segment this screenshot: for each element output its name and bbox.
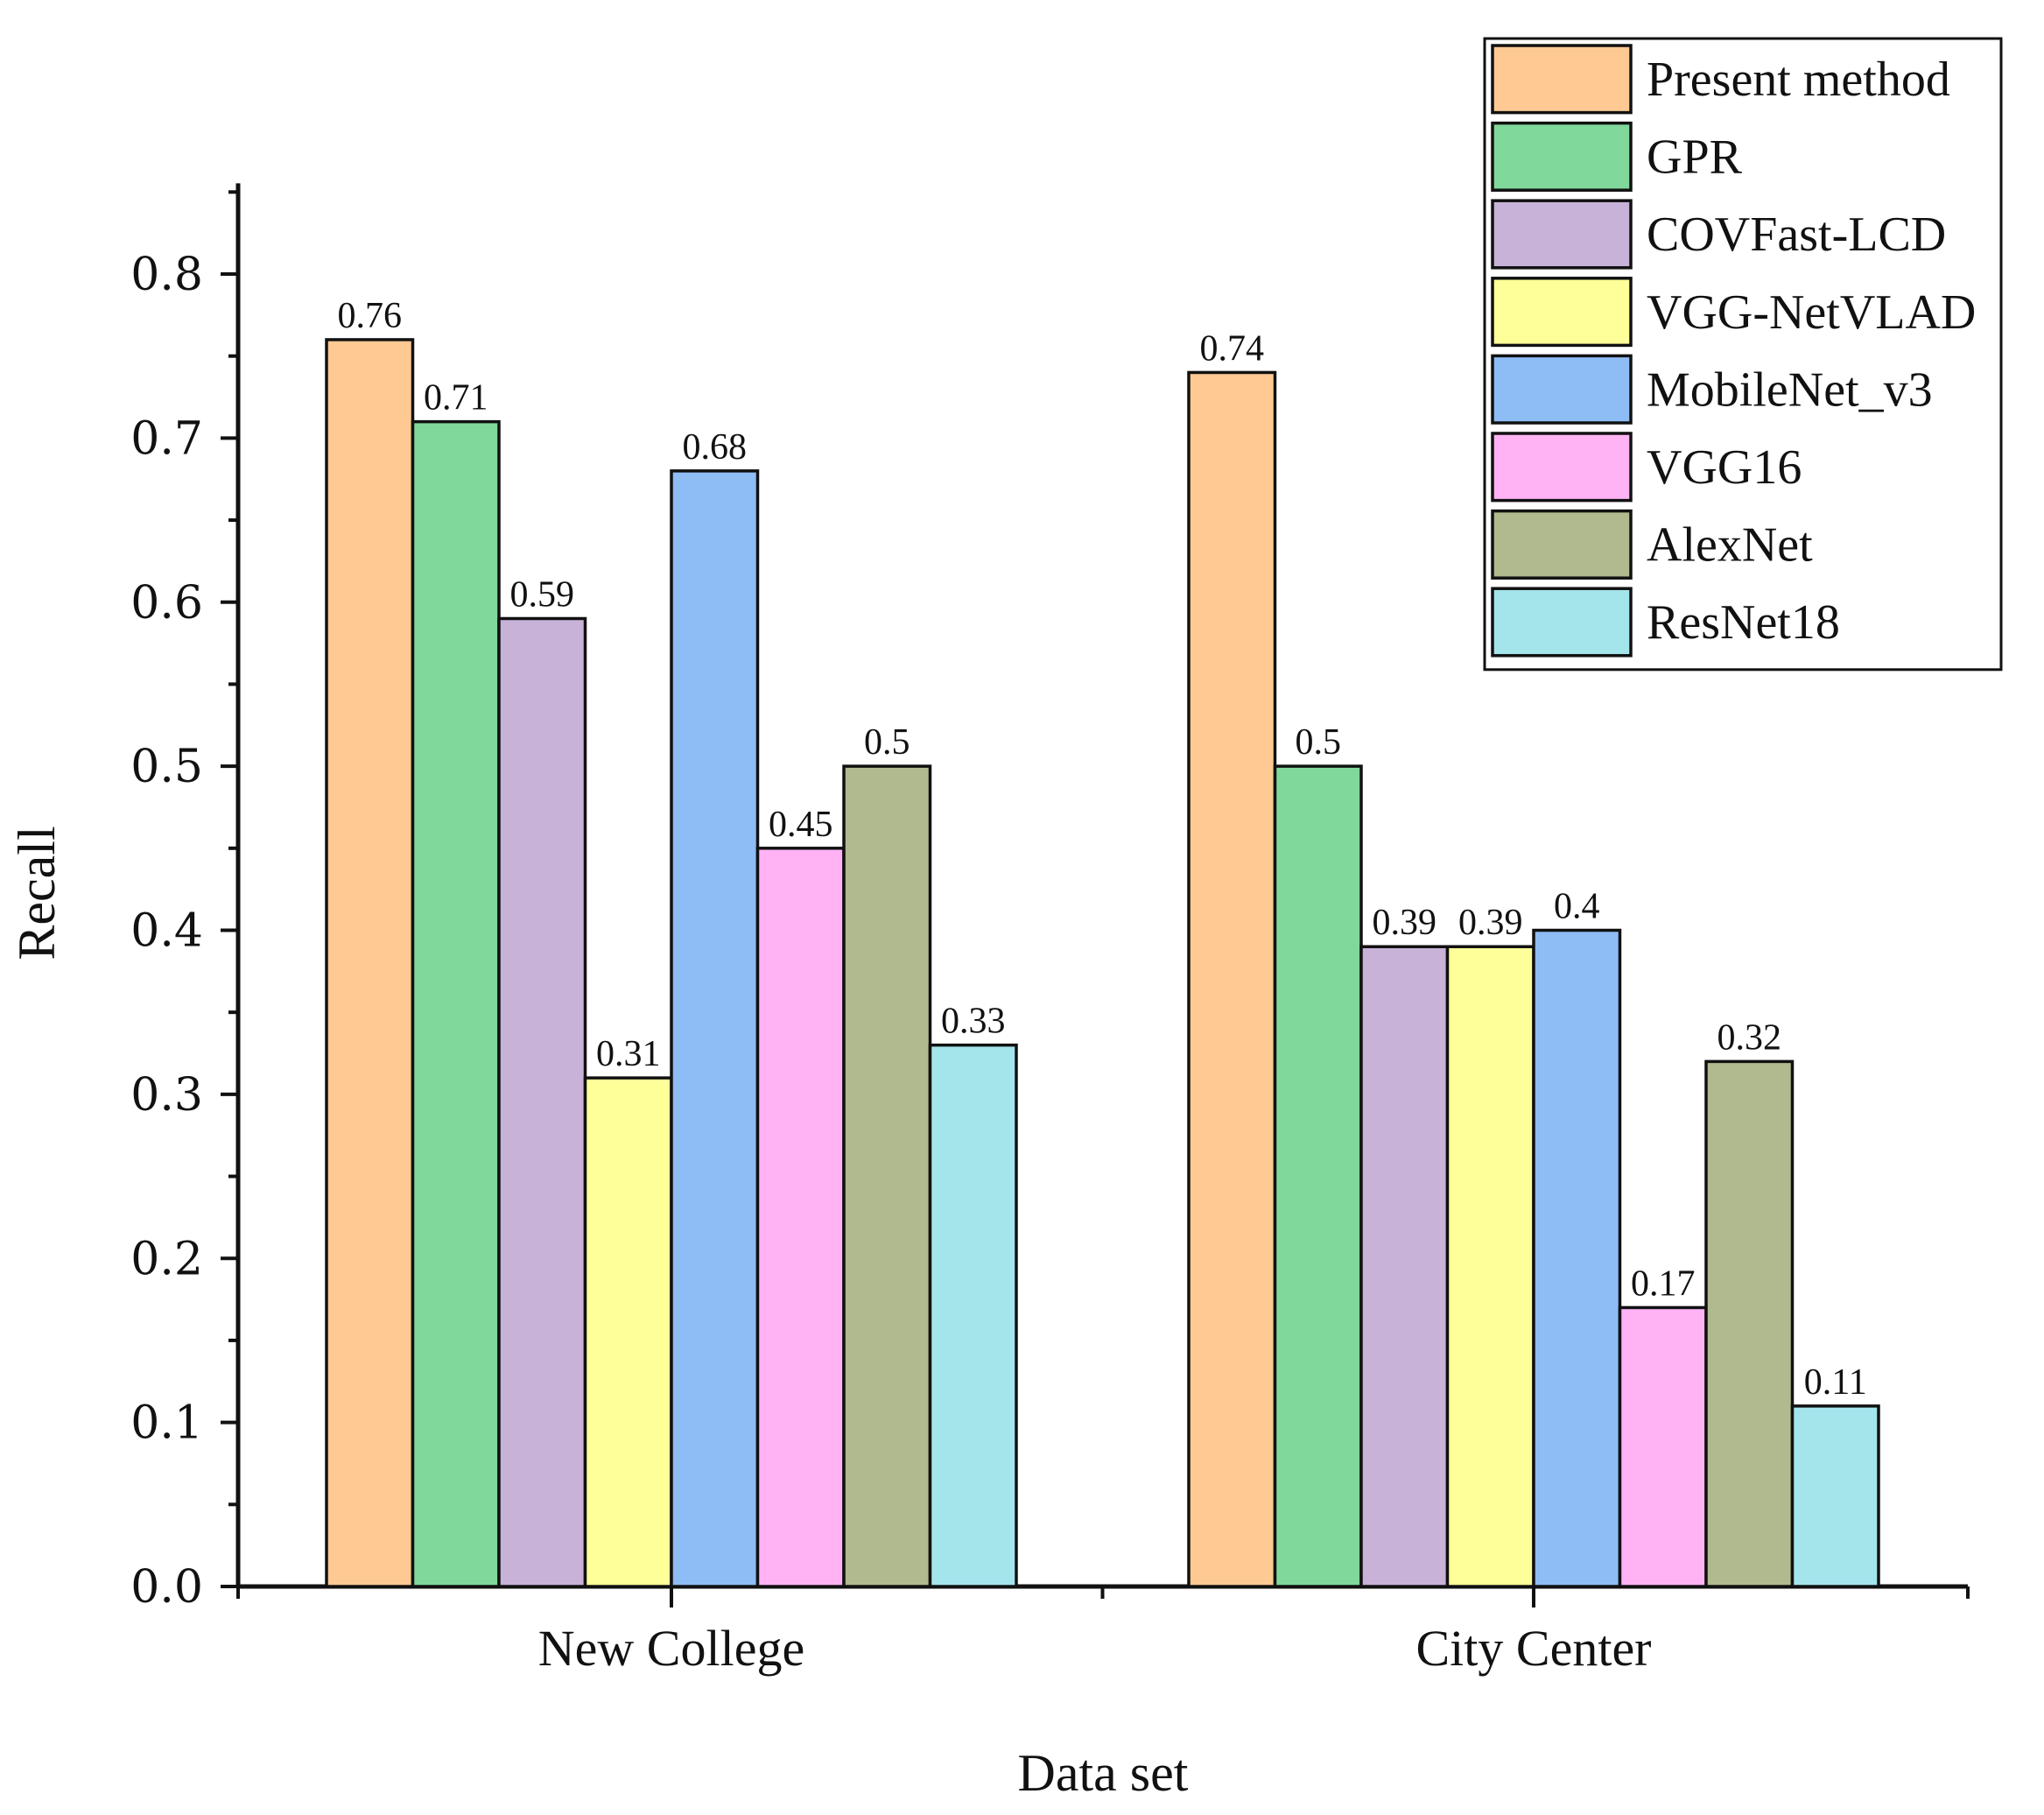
bar-value-label: 0.32	[1717, 1017, 1782, 1058]
bar	[842, 764, 932, 1588]
bar	[928, 1043, 1018, 1588]
bar	[1618, 1305, 1708, 1588]
bar	[1704, 1059, 1795, 1588]
bar-value-label: 0.4	[1554, 887, 1600, 927]
legend-swatch	[1491, 509, 1633, 580]
y-tick-label: 0.6	[130, 577, 203, 630]
legend-label: MobileNet_v3	[1647, 362, 1933, 417]
bar-value-label: 0.33	[941, 1002, 1006, 1042]
y-axis-title: Recall	[8, 826, 66, 960]
bar	[325, 338, 415, 1588]
legend-swatch	[1491, 277, 1633, 348]
bar-value-label: 0.59	[510, 574, 575, 615]
legend-label: AlexNet	[1647, 518, 1813, 573]
y-tick-label: 0.2	[130, 1233, 203, 1285]
data-labels: 0.76 0.71 0.59 0.31 0.68 0.45 0.5 0.33 0.74 0.5 0.…	[338, 296, 1867, 1403]
bar	[1790, 1404, 1880, 1588]
bar	[1359, 945, 1450, 1588]
bar	[670, 469, 760, 1588]
legend-label: VGG16	[1647, 440, 1802, 495]
legend: Present method GPR COVFast-LCD VGG-NetVLAD M…	[1483, 37, 2003, 672]
legend-label: ResNet18	[1647, 595, 1840, 650]
legend-swatch	[1491, 44, 1633, 115]
bar	[1273, 764, 1363, 1588]
bar-value-label: 0.17	[1631, 1263, 1696, 1304]
bar	[497, 616, 587, 1588]
y-tick-label: 0.4	[130, 905, 203, 958]
x-tick-label: New College	[538, 1620, 804, 1677]
axes: 0.0 0.1 0.2 0.3 0.4 0.5 0.6 0.7 0.8 New College Ci…	[130, 183, 1970, 1677]
x-tick-label: City Center	[1415, 1620, 1651, 1677]
bar-value-label: 0.39	[1373, 903, 1437, 943]
y-tick-label: 0.3	[130, 1069, 203, 1122]
bar-value-label: 0.71	[424, 378, 488, 419]
legend-label: COVFast-LCD	[1647, 208, 1946, 262]
legend-swatch	[1491, 354, 1633, 425]
x-axis-title: Data set	[1018, 1744, 1189, 1802]
legend-swatch	[1491, 432, 1633, 503]
legend-label: GPR	[1647, 130, 1743, 185]
legend-swatch	[1491, 121, 1633, 192]
bar-value-label: 0.68	[683, 427, 748, 468]
bar-value-label: 0.76	[338, 296, 403, 336]
bar	[755, 847, 846, 1588]
legend-label: Present method	[1647, 53, 1950, 107]
bar	[1532, 928, 1622, 1588]
y-tick-label: 0.5	[130, 741, 203, 793]
legend-swatch	[1491, 587, 1633, 658]
bar	[583, 1076, 673, 1588]
bar-value-label: 0.31	[596, 1034, 661, 1074]
legend-swatch	[1491, 199, 1633, 270]
bar	[1445, 945, 1535, 1588]
y-tick-label: 0.7	[130, 412, 203, 465]
bar-value-label: 0.45	[769, 805, 833, 845]
bar	[411, 419, 501, 1588]
bar-value-label: 0.5	[1296, 722, 1342, 763]
bar-value-label: 0.39	[1458, 903, 1523, 943]
bars	[325, 338, 1880, 1588]
bar-value-label: 0.11	[1804, 1362, 1867, 1403]
bar	[1187, 370, 1277, 1588]
y-tick-label: 0.8	[130, 249, 203, 301]
y-tick-label: 0.1	[130, 1397, 203, 1450]
bar-value-label: 0.74	[1200, 328, 1265, 369]
y-tick-label: 0.0	[130, 1561, 203, 1614]
bar-value-label: 0.5	[864, 722, 910, 763]
legend-label: VGG-NetVLAD	[1647, 285, 1976, 340]
